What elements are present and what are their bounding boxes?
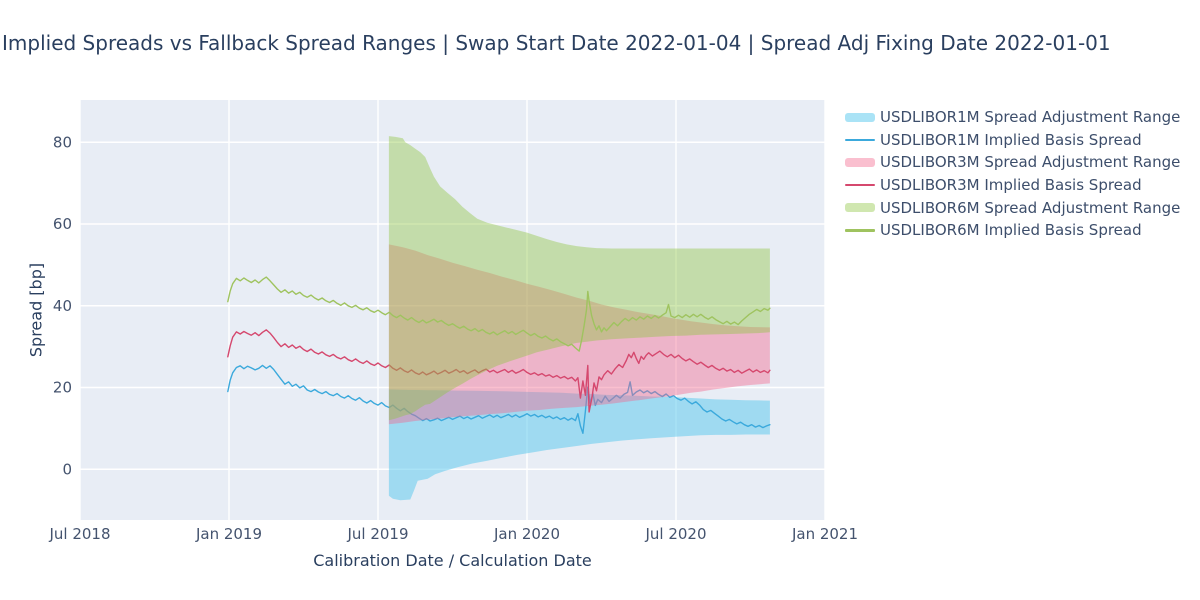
y-axis-title: Spread [bp]	[26, 262, 46, 358]
legend-band-swatch-icon	[845, 157, 875, 167]
legend-item-usdlibor3m-spread-adjustment-range[interactable]: USDLIBOR3M Spread Adjustment Range	[845, 151, 1180, 174]
x-tick-label: Jan 2020	[493, 525, 560, 543]
band-usdlibor3m-spread-adjustment-range[interactable]	[388, 244, 770, 425]
line-usdlibor1m-implied-basis-spread[interactable]	[227, 364, 771, 434]
y-tick-label: 80	[53, 133, 72, 151]
legend-item-label: USDLIBOR3M Implied Basis Spread	[880, 176, 1142, 195]
legend-item-usdlibor6m-implied-basis-spread[interactable]: USDLIBOR6M Implied Basis Spread	[845, 219, 1180, 242]
band-usdlibor6m-spread-adjustment-range[interactable]	[388, 136, 770, 421]
y-tick-label: 20	[53, 379, 72, 397]
legend-item-usdlibor6m-spread-adjustment-range[interactable]: USDLIBOR6M Spread Adjustment Range	[845, 196, 1180, 219]
x-tick-label: Jul 2018	[48, 525, 110, 543]
legend-line-swatch-icon	[845, 138, 875, 142]
legend-line-swatch-icon	[845, 183, 875, 187]
x-tick-label: Jan 2021	[791, 525, 858, 543]
legend-item-label: USDLIBOR3M Spread Adjustment Range	[880, 153, 1181, 172]
legend-item-label: USDLIBOR6M Spread Adjustment Range	[880, 198, 1181, 217]
legend-item-usdlibor1m-implied-basis-spread[interactable]: USDLIBOR1M Implied Basis Spread	[845, 129, 1180, 152]
y-tick-label: 0	[62, 460, 72, 478]
legend-item-usdlibor1m-spread-adjustment-range[interactable]: USDLIBOR1M Spread Adjustment Range	[845, 106, 1180, 129]
legend-line-swatch-icon	[845, 229, 875, 232]
legend-item-label: USDLIBOR1M Spread Adjustment Range	[880, 108, 1181, 127]
line-usdlibor6m-implied-basis-spread[interactable]	[227, 276, 771, 352]
x-tick-label: Jul 2019	[346, 525, 408, 543]
legend: USDLIBOR1M Spread Adjustment Range USDLIB…	[845, 106, 1180, 242]
legend-item-label: USDLIBOR1M Implied Basis Spread	[880, 130, 1142, 149]
x-tick-label: Jan 2019	[195, 525, 262, 543]
legend-item-label: USDLIBOR6M Implied Basis Spread	[880, 221, 1142, 240]
legend-band-swatch-icon	[845, 203, 875, 213]
chart-title: Implied Spreads vs Fallback Spread Range…	[2, 31, 1111, 55]
x-tick-label: Jul 2020	[644, 525, 706, 543]
x-axis-title: Calibration Date / Calculation Date	[313, 551, 592, 570]
legend-band-swatch-icon	[845, 112, 875, 122]
legend-item-usdlibor3m-implied-basis-spread[interactable]: USDLIBOR3M Implied Basis Spread	[845, 174, 1180, 197]
line-usdlibor3m-implied-basis-spread[interactable]	[227, 329, 771, 413]
y-tick-label: 60	[53, 215, 72, 233]
y-tick-label: 40	[53, 297, 72, 315]
